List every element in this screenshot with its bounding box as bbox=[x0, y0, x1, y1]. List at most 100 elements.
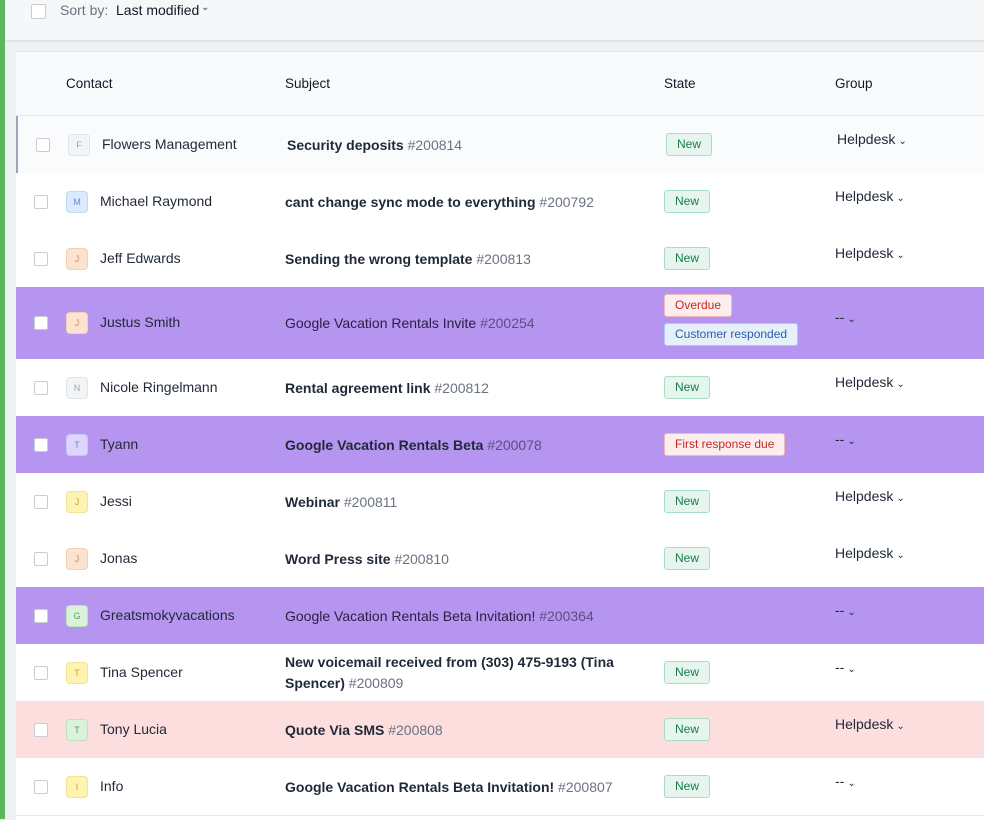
ticket-number: #200364 bbox=[535, 607, 594, 624]
avatar: T bbox=[66, 661, 88, 684]
subject-link[interactable]: Webinar #200811 bbox=[285, 492, 645, 513]
ticket-number: #200792 bbox=[535, 193, 594, 210]
row-checkbox[interactable] bbox=[34, 665, 48, 680]
status-badge: New bbox=[664, 717, 711, 741]
group-dropdown[interactable]: Helpdesk ⌄ bbox=[835, 374, 905, 390]
contact-name[interactable]: Tony Lucia bbox=[100, 720, 167, 737]
contact-name[interactable]: Tyann bbox=[100, 435, 139, 452]
chevron-down-icon: ⌄ bbox=[896, 249, 905, 261]
select-all-checkbox[interactable] bbox=[31, 4, 46, 19]
status-badge: Customer responded bbox=[664, 323, 799, 346]
chevron-down-icon: ⌄ bbox=[896, 192, 905, 204]
subject-link[interactable]: Security deposits #200814 bbox=[287, 135, 647, 156]
group-dropdown[interactable]: Helpdesk ⌄ bbox=[835, 545, 905, 561]
row-checkbox[interactable] bbox=[34, 494, 48, 509]
contact-name[interactable]: Jeff Edwards bbox=[100, 249, 181, 266]
group-dropdown[interactable]: Helpdesk ⌄ bbox=[835, 488, 905, 504]
group-dropdown[interactable]: -- ⌄ bbox=[835, 773, 856, 789]
contact-name[interactable]: Justus Smith bbox=[100, 314, 181, 330]
chevron-down-icon[interactable]: ⌄ bbox=[201, 2, 210, 13]
subject-text: Security deposits bbox=[287, 136, 404, 153]
group-dropdown[interactable]: -- ⌄ bbox=[835, 659, 856, 675]
row-checkbox[interactable] bbox=[34, 551, 48, 566]
contact-name[interactable]: Michael Raymond bbox=[100, 192, 213, 209]
table-row[interactable]: J Jonas Word Press site #200810 New Helpdesk… bbox=[16, 530, 984, 588]
contact-name[interactable]: Nicole Ringelmann bbox=[100, 378, 218, 395]
subject-text: Google Vacation Rentals Beta bbox=[285, 436, 484, 453]
contact-name[interactable]: Jessi bbox=[100, 492, 132, 509]
table-row[interactable]: J Justus Smith Google Vacation Rentals Inv… bbox=[16, 287, 984, 360]
ticket-number: #200812 bbox=[430, 379, 489, 396]
ticket-number: #200813 bbox=[472, 250, 531, 267]
ticket-number: #200254 bbox=[476, 315, 535, 331]
toolbar: Sort by: Last modified ⌄ bbox=[5, 0, 984, 41]
contact-name[interactable]: Tina Spencer bbox=[100, 663, 183, 680]
subject-link[interactable]: Google Vacation Rentals Beta Invitation!… bbox=[285, 777, 645, 798]
row-checkbox[interactable] bbox=[34, 608, 48, 623]
subject-link[interactable]: Google Vacation Rentals Invite #200254 bbox=[285, 313, 645, 334]
group-dropdown[interactable]: Helpdesk ⌄ bbox=[835, 716, 905, 732]
table-row[interactable]: F Flowers Management Security deposits #20… bbox=[16, 116, 984, 174]
column-header-subject[interactable]: Subject bbox=[285, 76, 331, 91]
group-dropdown[interactable]: Helpdesk ⌄ bbox=[835, 188, 905, 204]
contact-name[interactable]: Flowers Management bbox=[102, 135, 237, 152]
group-dropdown[interactable]: -- ⌄ bbox=[835, 309, 856, 325]
table-row[interactable]: M Michael Raymond cant change sync mode to… bbox=[16, 173, 984, 231]
group-label: -- bbox=[835, 309, 845, 325]
contact-name[interactable]: Jonas bbox=[100, 549, 138, 566]
subject-link[interactable]: Sending the wrong template #200813 bbox=[285, 249, 645, 270]
subject-link[interactable]: New voicemail received from (303) 475-91… bbox=[285, 652, 645, 694]
subject-link[interactable]: cant change sync mode to everything #200… bbox=[285, 192, 645, 213]
group-dropdown[interactable]: Helpdesk ⌄ bbox=[835, 245, 905, 261]
avatar: F bbox=[68, 133, 90, 156]
group-label: Helpdesk bbox=[835, 187, 894, 204]
column-header-group[interactable]: Group bbox=[835, 76, 873, 91]
group-dropdown[interactable]: -- ⌄ bbox=[835, 602, 856, 618]
subject-link[interactable]: Google Vacation Rentals Beta #200078 bbox=[285, 435, 645, 456]
table-row[interactable]: J Jessi Webinar #200811 New Helpdesk ⌄ bbox=[16, 473, 984, 531]
chevron-down-icon: ⌄ bbox=[896, 549, 905, 561]
group-label: -- bbox=[835, 658, 845, 675]
subject-link[interactable]: Word Press site #200810 bbox=[285, 549, 645, 570]
sort-dropdown[interactable]: Last modified bbox=[116, 2, 200, 18]
chevron-down-icon: ⌄ bbox=[896, 378, 905, 390]
column-header-state[interactable]: State bbox=[664, 76, 696, 91]
row-checkbox[interactable] bbox=[34, 194, 48, 209]
row-checkbox[interactable] bbox=[34, 316, 48, 330]
table-row[interactable]: T Tony Lucia Quote Via SMS #200808 New Helpd… bbox=[16, 701, 984, 759]
subject-text: Google Vacation Rentals Invite bbox=[285, 315, 477, 331]
column-header-contact[interactable]: Contact bbox=[66, 76, 113, 91]
row-checkbox[interactable] bbox=[34, 380, 48, 395]
table-row[interactable]: J Jeff Edwards Sending the wrong template … bbox=[16, 230, 984, 288]
group-label: Helpdesk bbox=[835, 373, 894, 390]
row-checkbox[interactable] bbox=[34, 437, 48, 452]
avatar: J bbox=[66, 247, 88, 270]
table-row[interactable]: T Tina Spencer New voicemail received from… bbox=[16, 644, 984, 702]
subject-link[interactable]: Google Vacation Rentals Beta Invitation!… bbox=[285, 606, 645, 627]
group-label: Helpdesk bbox=[835, 544, 894, 561]
chevron-down-icon: ⌄ bbox=[896, 492, 905, 504]
contact-name[interactable]: Greatsmokyvacations bbox=[100, 606, 235, 623]
subject-text: Webinar bbox=[285, 493, 340, 510]
status-badge: Overdue bbox=[664, 294, 733, 317]
group-label: Helpdesk bbox=[835, 244, 894, 261]
ticket-number: #200811 bbox=[339, 493, 398, 510]
table-row[interactable]: G Greatsmokyvacations Google Vacation Rent… bbox=[16, 587, 984, 645]
row-checkbox[interactable] bbox=[34, 251, 48, 266]
table-row[interactable]: N Nicole Ringelmann Rental agreement link … bbox=[16, 359, 984, 417]
table-row[interactable]: T Tyann Google Vacation Rentals Beta #2000… bbox=[16, 416, 984, 474]
status-badge: First response due bbox=[664, 432, 786, 456]
ticket-number: #200814 bbox=[403, 136, 463, 153]
group-dropdown[interactable]: -- ⌄ bbox=[835, 431, 856, 447]
subject-text: Google Vacation Rentals Beta Invitation! bbox=[285, 607, 536, 624]
subject-link[interactable]: Quote Via SMS #200808 bbox=[285, 720, 645, 741]
subject-link[interactable]: Rental agreement link #200812 bbox=[285, 378, 645, 399]
row-checkbox[interactable] bbox=[34, 779, 48, 794]
contact-name[interactable]: Info bbox=[100, 777, 124, 794]
group-dropdown[interactable]: Helpdesk ⌄ bbox=[837, 131, 907, 147]
row-checkbox[interactable] bbox=[34, 722, 48, 737]
row-checkbox[interactable] bbox=[36, 137, 50, 152]
status-badge: New bbox=[664, 246, 711, 270]
status-badge: New bbox=[664, 660, 711, 684]
table-row[interactable]: I Info Google Vacation Rentals Beta Invita… bbox=[16, 758, 984, 816]
